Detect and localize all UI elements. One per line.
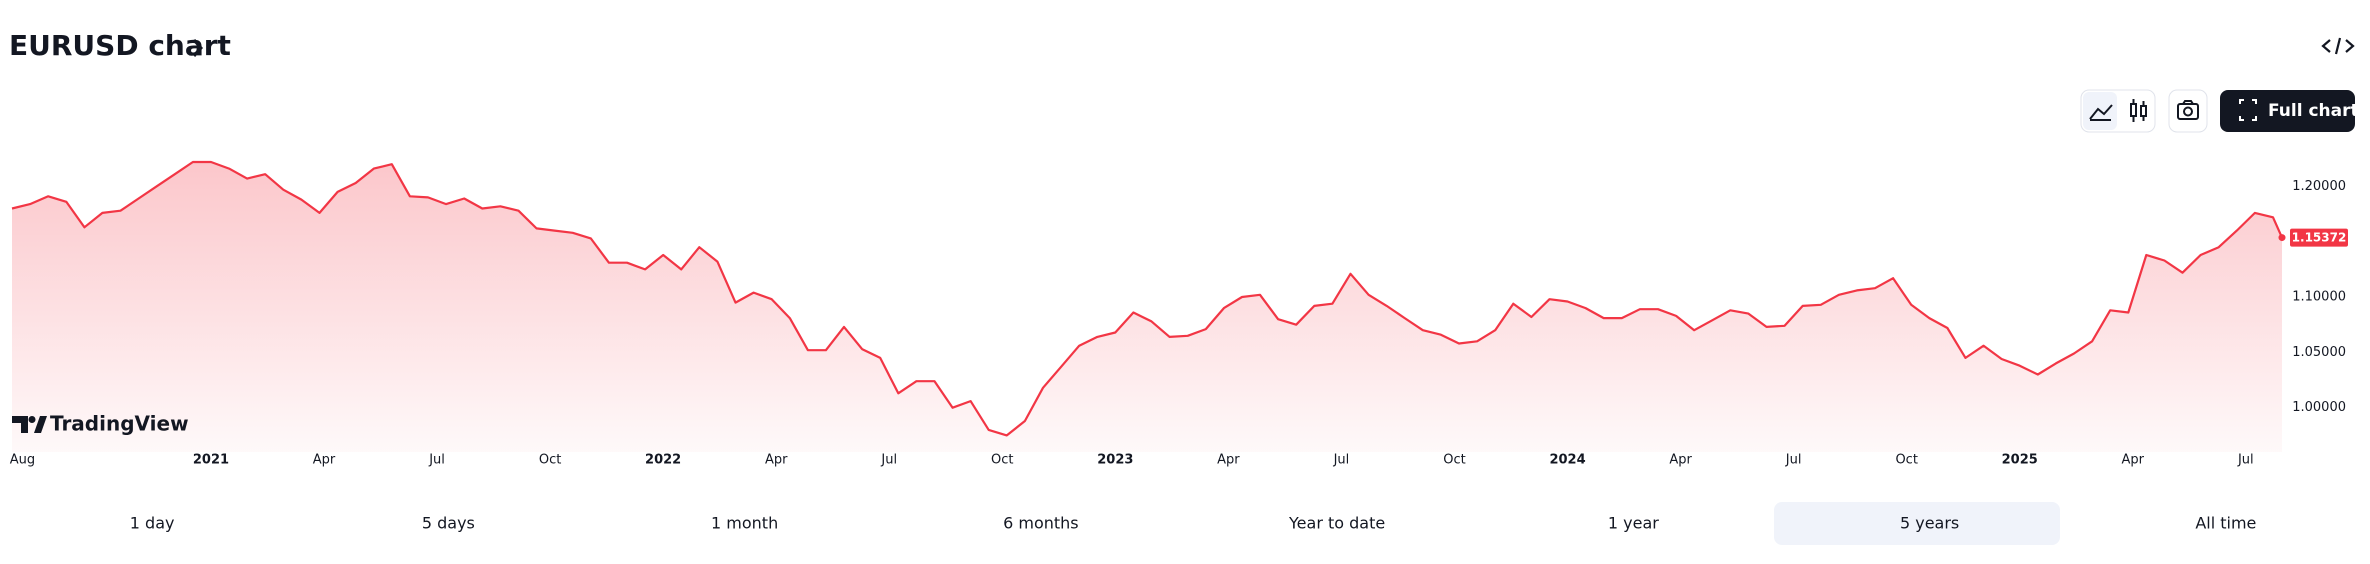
range-button[interactable]: All time	[2195, 514, 2256, 533]
x-tick-label: Apr	[765, 453, 788, 468]
fullscreen-icon	[2239, 99, 2257, 121]
price-line	[11, 160, 2284, 437]
x-tick-label: Jul	[1785, 453, 1802, 468]
full-chart-label[interactable]: Full chart	[2268, 101, 2359, 121]
y-tick-label: 1.05000	[2292, 345, 2346, 360]
x-tick-label: Apr	[1217, 453, 1240, 468]
area-fill	[12, 162, 2282, 452]
x-tick-label: Jul	[1333, 453, 1350, 468]
x-tick-label: Apr	[1669, 453, 1692, 468]
x-tick-label: Oct	[991, 453, 1013, 468]
range-button[interactable]: 6 months	[1003, 514, 1079, 533]
range-button[interactable]: Year to date	[1288, 514, 1385, 533]
x-tick-label: Oct	[1443, 453, 1465, 468]
snapshot-button[interactable]	[2168, 89, 2208, 133]
y-tick-label: 1.20000	[2292, 179, 2346, 194]
range-button[interactable]: 1 month	[711, 514, 778, 533]
x-tick-label: Apr	[2122, 453, 2145, 468]
plot: 1.00000 1.05000 1.10000 1.20000 Aug 2021 Apr Ju…	[10, 160, 2348, 468]
brand-logo	[12, 416, 47, 433]
y-tick-label: 1.00000	[2292, 400, 2346, 415]
camera-icon	[2177, 100, 2199, 120]
x-tick-label: 2022	[645, 453, 681, 468]
line-icon	[2089, 104, 2113, 121]
x-tick-label: 2021	[193, 453, 229, 468]
range-button[interactable]: 5 years	[1900, 514, 1959, 533]
last-point	[2278, 234, 2286, 242]
x-tick-label: Jul	[880, 453, 897, 468]
x-tick-label: Jul	[2237, 453, 2254, 468]
x-tick-label: 2023	[1097, 453, 1133, 468]
range-selected-bg	[1774, 502, 2060, 545]
last-price-badge	[2290, 228, 2348, 247]
range-button[interactable]: 1 day	[130, 514, 175, 533]
embed-icon[interactable]	[2321, 37, 2355, 55]
range-button[interactable]: 5 days	[422, 514, 475, 533]
x-tick-label: 2025	[2002, 453, 2038, 468]
title-chevron[interactable]	[192, 39, 203, 57]
x-tick-label: Oct	[1895, 453, 1917, 468]
x-tick-label: Aug	[10, 453, 35, 468]
last-price-label: 1.15372	[2292, 231, 2347, 245]
x-tick-label: Apr	[313, 453, 336, 468]
x-tick-label: 2024	[1549, 453, 1585, 468]
x-tick-label: Jul	[428, 453, 445, 468]
brand-name: TradingView	[50, 412, 189, 436]
y-tick-label: 1.10000	[2292, 290, 2346, 305]
x-tick-label: Oct	[539, 453, 561, 468]
range-button[interactable]: 1 year	[1608, 514, 1659, 533]
title[interactable]: EURUSD chart	[9, 29, 231, 62]
candle-style-button[interactable]	[2130, 99, 2147, 122]
range-bar: 1 day 5 days 1 month 6 months Year to date 1 …	[130, 502, 2256, 545]
